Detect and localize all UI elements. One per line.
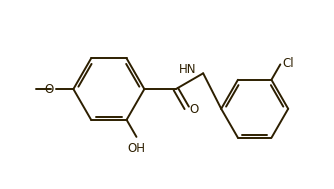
- Text: Cl: Cl: [282, 57, 294, 70]
- Text: HN: HN: [179, 63, 196, 76]
- Text: O: O: [190, 103, 199, 116]
- Text: O: O: [44, 83, 54, 96]
- Text: OH: OH: [128, 142, 145, 155]
